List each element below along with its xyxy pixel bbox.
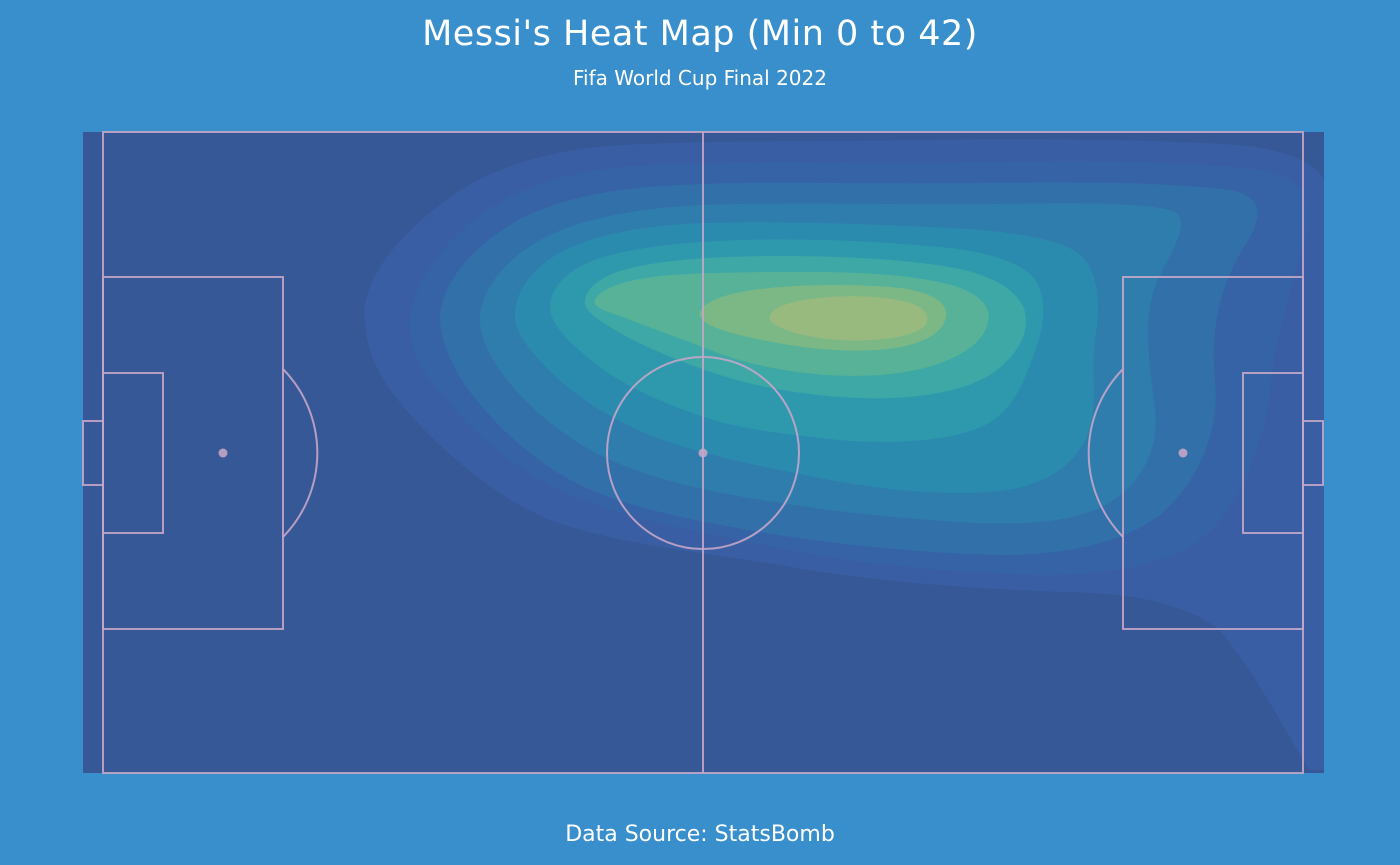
pitch-spots	[218, 448, 1188, 458]
data-source-caption: Data Source: StatsBomb	[565, 822, 835, 847]
chart-subtitle: Fifa World Cup Final 2022	[573, 66, 827, 90]
right-penalty-spot	[1178, 448, 1188, 458]
chart-title: Messi's Heat Map (Min 0 to 42)	[422, 14, 978, 54]
left-goal	[82, 420, 104, 486]
heat-density-layers	[364, 139, 1324, 771]
left-penalty-arc	[282, 368, 319, 538]
right-goal	[1302, 420, 1324, 486]
right-penalty-arc	[1087, 368, 1124, 538]
center-spot	[698, 448, 708, 458]
left-penalty-spot	[218, 448, 228, 458]
heat-level-10	[769, 296, 928, 341]
center-circle	[606, 356, 800, 550]
